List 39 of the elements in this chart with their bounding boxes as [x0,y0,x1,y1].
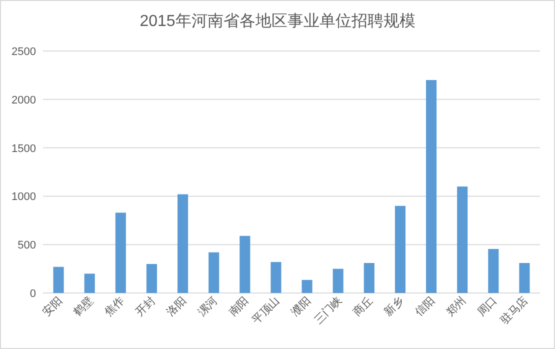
x-tick-label: 洛阳 [164,294,189,319]
x-tick-label: 平顶山 [250,294,282,326]
bar [426,80,437,293]
x-tick-label: 濮阳 [289,294,314,319]
x-tick-label: 南阳 [226,294,252,319]
bar [457,186,468,293]
x-tick-label: 信阳 [413,294,438,319]
x-tick-label: 驻马店 [498,294,531,326]
y-tick-label: 1000 [12,191,36,204]
x-tick-label: 郑州 [444,294,468,319]
chart-title: 2015年河南省各地区事业单位招聘规模 [140,12,416,30]
bar [115,212,126,293]
bar [53,266,64,293]
x-tick-label: 周口 [475,294,500,319]
y-tick-label: 0 [30,288,36,300]
bar [208,252,220,293]
x-tick-label: 焦作 [102,294,127,319]
x-tick-label: 开封 [133,294,158,319]
bar [394,206,406,293]
x-tick-label: 安阳 [40,294,65,319]
x-tick-label: 鹤壁 [70,294,96,319]
bar [332,268,344,293]
bar [519,262,530,293]
x-tick-label: 漯河 [196,294,220,319]
bar [488,248,499,293]
bar [178,194,188,293]
bar [270,262,282,293]
y-tick-label: 2000 [12,94,36,106]
y-tick-label: 2500 [12,46,36,58]
y-tick-label: 1500 [12,142,36,155]
bar [302,280,312,293]
bar [364,262,374,293]
x-tick-label: 商丘 [350,294,376,319]
x-tick-label: 新乡 [382,294,406,319]
x-tick-label: 三门峡 [312,294,344,326]
bar [84,274,95,293]
y-tick-label: 500 [18,240,36,252]
bar [146,264,157,293]
bar [240,236,250,293]
